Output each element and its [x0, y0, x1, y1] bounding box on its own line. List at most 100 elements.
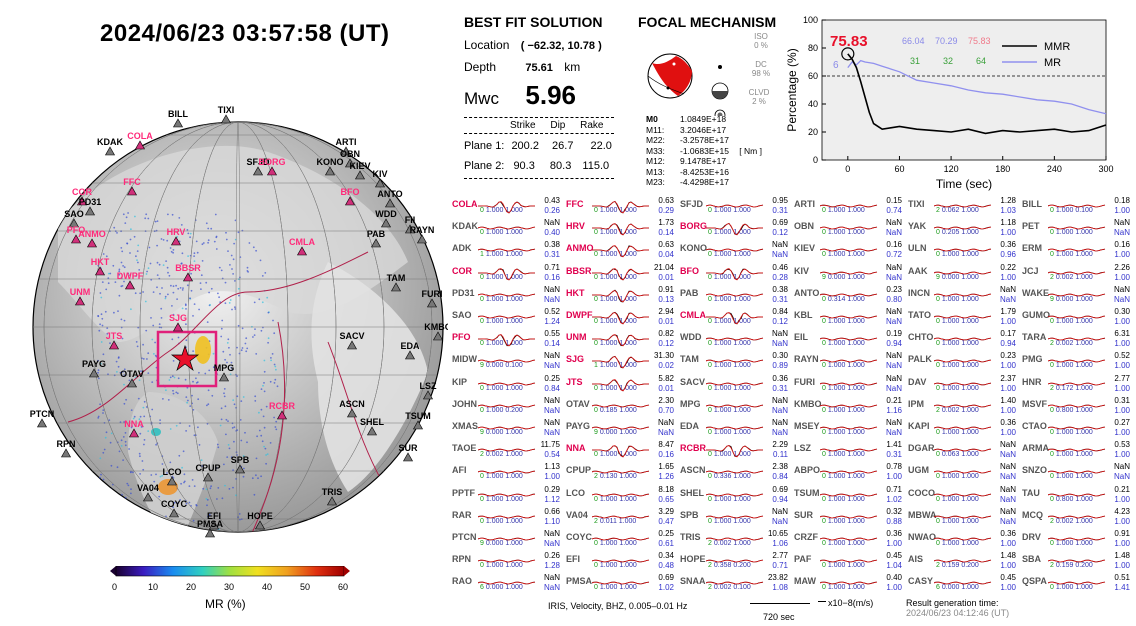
amp-unit: x10−8(m/s)	[828, 598, 874, 608]
quality-values: 0 1.000 1.000	[822, 384, 865, 392]
focal-heading: FOCAL MECHANISM	[638, 14, 777, 30]
station-code: SNZO	[1022, 465, 1048, 476]
station-triangle-icon	[252, 166, 264, 176]
waveform-trace	[1048, 471, 1106, 474]
plane1-strike: 200.2	[511, 140, 539, 152]
waveform-cell: CPUP 1.65 1.26 2 0.130 1.000	[566, 462, 678, 483]
waveform-cell: WAKE NaN NaN 9 0.000 1.000	[1022, 285, 1134, 306]
variance-value: 0.80	[886, 294, 902, 304]
amplitude-value: 0.84	[772, 307, 788, 316]
station-code: TAM	[680, 354, 699, 365]
variance-value: 0.14	[544, 339, 560, 349]
amplitude-value: 0.17	[1000, 329, 1016, 339]
waveform-cell: QSPA 0.51 1.41 0 1.000 1.000	[1022, 573, 1134, 594]
amplitude-value: 2.77	[772, 551, 788, 561]
station-code: TRIS	[680, 532, 701, 542]
waveform-trace	[592, 445, 650, 458]
quality-values: 1 1.000 1.000	[480, 251, 523, 259]
station-code: DRV	[1022, 532, 1041, 542]
tensor-value: 3.2046E+17	[680, 124, 727, 135]
station-code: PAB	[680, 287, 699, 298]
quality-values: 0 1.000 1.000	[480, 495, 523, 503]
variance-value: 0.94	[886, 339, 902, 349]
station-triangle-icon	[68, 218, 80, 228]
variance-value: 1.04	[886, 561, 902, 571]
station-code: AFI	[452, 465, 467, 476]
variance-value: NaN	[543, 539, 560, 548]
waveform-cell: VA04 3.29 0.47 2 0.011 1.000	[566, 507, 678, 528]
dc-label: DC	[755, 60, 767, 69]
amplitude-value: 0.71	[544, 262, 560, 272]
station-triangle-icon	[142, 492, 154, 502]
epicenter-star-icon	[170, 344, 200, 371]
waveform-trace	[820, 515, 878, 519]
quality-values: 0 1.000 1.000	[480, 295, 523, 303]
station-label: RPN	[56, 439, 75, 449]
variance-value: NaN	[885, 361, 902, 371]
station-label: COR	[72, 187, 93, 197]
quality-values: 0 1.000 1.000	[708, 517, 751, 525]
waveform-cell: PALK 0.23 1.00 0 1.000 1.000	[908, 351, 1020, 372]
station-code: PALK	[908, 354, 932, 365]
variance-value: 0.74	[886, 206, 902, 215]
station-code: SFJD	[680, 199, 704, 209]
quality-values: 0 1.000 1.000	[822, 340, 865, 348]
station-code: LCO	[566, 487, 585, 498]
variance-value: 1.00	[1114, 317, 1130, 326]
waveform-trace	[478, 493, 536, 496]
stat-row2: 31	[910, 56, 920, 66]
station-code: CHTO	[908, 332, 934, 343]
waveform-trace	[706, 559, 764, 563]
waveform-trace	[934, 293, 992, 297]
amplitude-value: 0.63	[658, 240, 674, 250]
station-triangle-icon	[344, 158, 356, 168]
station-triangle-icon	[208, 520, 220, 530]
station-code: QSPA	[1022, 576, 1047, 587]
waveform-trace	[820, 448, 878, 452]
station-code: FURI	[794, 376, 815, 387]
amplitude-value: NaN	[543, 218, 560, 228]
station-code: TAOE	[452, 443, 477, 454]
amplitude-value: 0.29	[544, 484, 560, 494]
amplitude-value: 0.30	[772, 351, 788, 361]
tensor-key: M12:	[646, 156, 665, 166]
amplitude-value: 0.43	[544, 196, 560, 205]
waveform-cell: PET NaN NaN 0 1.000 1.000	[1022, 218, 1134, 239]
station-code: SNAA	[680, 576, 706, 587]
waveform-cell: PAF 0.45 1.04 0 1.000 1.000	[794, 551, 906, 572]
station-triangle-icon	[74, 296, 86, 306]
station-code: ARTI	[794, 199, 815, 209]
station-label: HRV	[167, 227, 186, 237]
clvd-value: 2 %	[752, 97, 766, 106]
waveform-trace	[1048, 360, 1106, 363]
amplitude-value: 0.36	[1000, 529, 1016, 538]
cbar-tick: 20	[186, 582, 197, 592]
x-tick-label: 240	[1047, 164, 1062, 174]
waveform-cell: MSVF 0.31 1.00 0 0.800 1.000	[1022, 396, 1134, 417]
mw-value: 5.96	[525, 80, 577, 110]
quality-values: 0 1.000 1.000	[936, 318, 979, 325]
waveform-trace	[1048, 293, 1106, 297]
waveform-trace	[706, 515, 764, 519]
station-code: TARA	[1022, 332, 1047, 343]
station-label: ASCN	[339, 399, 365, 409]
waveform-trace	[934, 515, 992, 519]
station-code: CPUP	[566, 465, 592, 476]
variance-value: 0.88	[886, 516, 902, 526]
waveform-cell: PD31 NaN NaN 0 1.000 1.000	[452, 285, 564, 306]
station-label: TAM	[387, 273, 406, 283]
clvd-label: CLVD	[748, 88, 770, 97]
station-code: VA04	[566, 509, 588, 520]
waveform-trace	[478, 201, 536, 214]
station-label: TIXI	[218, 105, 235, 115]
station-code: JCJ	[1022, 265, 1039, 276]
waveform-cell: AFI 1.13 1.00 0 1.000 1.000	[452, 462, 564, 483]
waveform-trace	[820, 382, 878, 385]
waveform-cell: MAW 0.40 1.00 0 1.000 1.000	[794, 573, 906, 594]
quality-values: 0 1.000 1.000	[480, 340, 523, 348]
station-triangle-icon	[276, 410, 288, 420]
station-label: WDD	[375, 209, 397, 219]
quality-values: 0 1.000 1.000	[1050, 540, 1093, 547]
waveform-trace	[592, 356, 650, 369]
quality-values: 0 1.000 1.000	[822, 318, 865, 325]
